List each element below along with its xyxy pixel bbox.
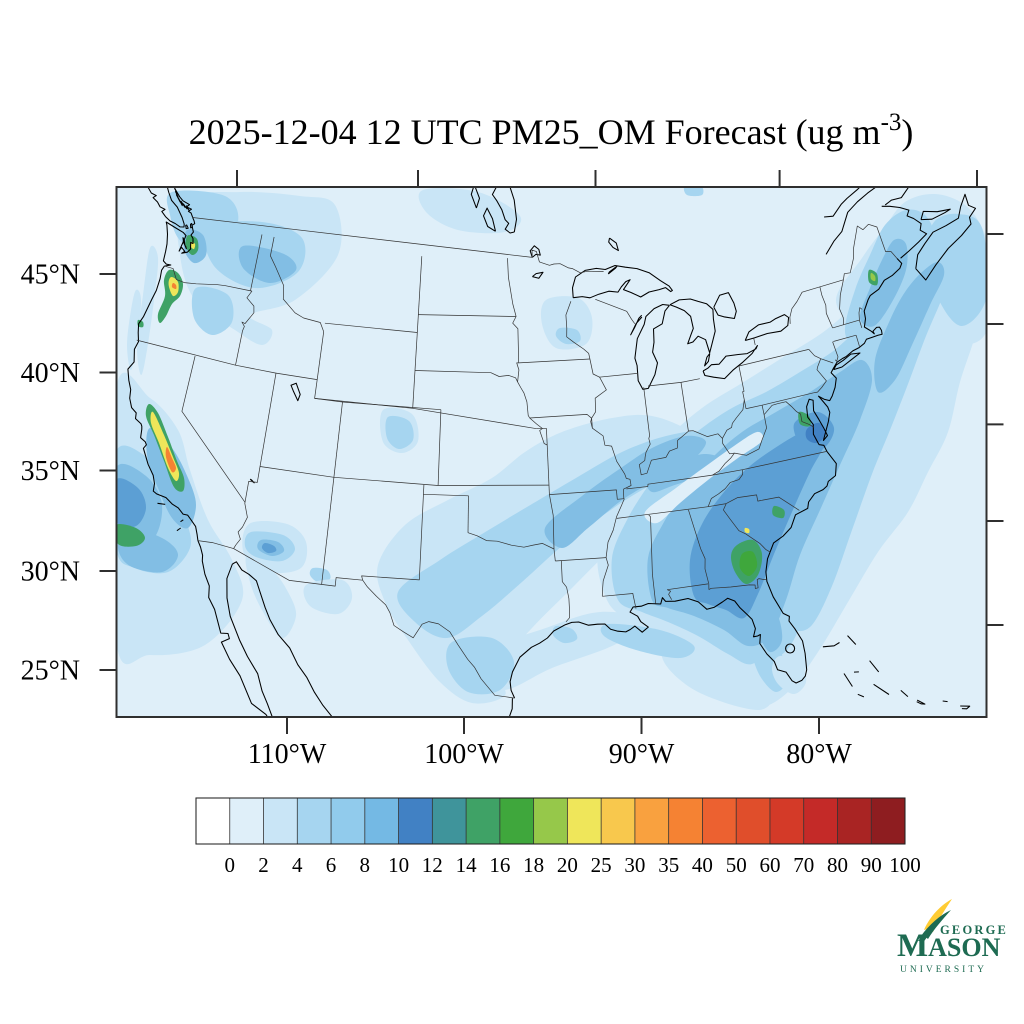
svg-text:12: 12 xyxy=(422,853,443,877)
svg-text:14: 14 xyxy=(456,853,478,877)
svg-text:10: 10 xyxy=(388,853,409,877)
svg-text:110°W: 110°W xyxy=(248,739,327,770)
svg-text:50: 50 xyxy=(726,853,747,877)
svg-text:2025-12-04 12 UTC PM25_OM Fore: 2025-12-04 12 UTC PM25_OM Forecast (ug m… xyxy=(189,109,914,152)
svg-text:30°N: 30°N xyxy=(21,557,80,588)
svg-text:40: 40 xyxy=(692,853,713,877)
svg-text:35: 35 xyxy=(658,853,679,877)
svg-text:0: 0 xyxy=(225,853,236,877)
svg-text:100°W: 100°W xyxy=(424,739,504,770)
svg-text:80°W: 80°W xyxy=(786,739,852,770)
svg-text:UNIVERSITY: UNIVERSITY xyxy=(900,965,987,975)
svg-text:40°N: 40°N xyxy=(21,358,80,389)
svg-text:60: 60 xyxy=(760,853,781,877)
svg-text:100: 100 xyxy=(889,853,921,877)
svg-text:35°N: 35°N xyxy=(21,456,80,487)
svg-text:4: 4 xyxy=(292,853,303,877)
svg-text:30: 30 xyxy=(624,853,645,877)
svg-text:16: 16 xyxy=(489,853,510,877)
svg-text:20: 20 xyxy=(557,853,578,877)
svg-text:25: 25 xyxy=(591,853,612,877)
svg-text:25°N: 25°N xyxy=(21,656,80,687)
svg-text:2: 2 xyxy=(258,853,269,877)
svg-text:90°W: 90°W xyxy=(609,739,675,770)
svg-text:8: 8 xyxy=(360,853,371,877)
svg-text:6: 6 xyxy=(326,853,337,877)
svg-text:GEORGE: GEORGE xyxy=(940,923,1008,937)
svg-text:45°N: 45°N xyxy=(21,260,80,291)
svg-text:70: 70 xyxy=(793,853,814,877)
svg-text:90: 90 xyxy=(861,853,882,877)
svg-text:MASON: MASON xyxy=(897,928,1001,964)
svg-text:18: 18 xyxy=(523,853,544,877)
svg-text:80: 80 xyxy=(827,853,848,877)
